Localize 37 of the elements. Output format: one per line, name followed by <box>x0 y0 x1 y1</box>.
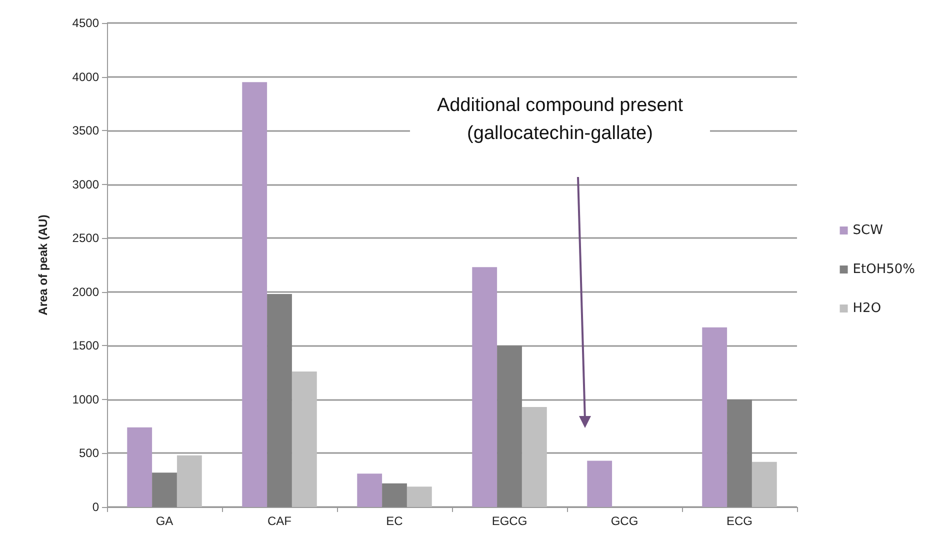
y-tick-label: 4500 <box>72 16 100 30</box>
x-tick-label: EC <box>386 514 404 528</box>
y-tick-label: 0 <box>92 500 100 514</box>
x-tick-label: EGCG <box>492 514 528 528</box>
bar <box>267 294 292 507</box>
legend-label: SCW <box>852 223 884 238</box>
annotation: Additional compound present (gallocatechin-gallate) <box>436 95 684 144</box>
bar <box>382 483 407 507</box>
y-tick-label: 3500 <box>72 124 100 138</box>
legend-label: H2O <box>852 301 882 316</box>
bar <box>522 406 547 507</box>
legend-label: EtOH50% <box>852 262 916 277</box>
bar <box>702 327 728 507</box>
bar <box>242 82 268 507</box>
bar <box>472 267 498 507</box>
x-tick-label: GA <box>156 514 174 528</box>
bar <box>292 371 317 507</box>
bar <box>752 462 777 507</box>
y-tick-label: 2000 <box>72 284 100 299</box>
bar <box>406 486 432 507</box>
bar <box>127 427 152 507</box>
y-tick-label: 2500 <box>72 231 100 246</box>
y-tick-label: 1000 <box>72 392 100 406</box>
bar <box>357 474 382 507</box>
x-tick-label: GCG <box>610 514 638 528</box>
bar <box>497 346 522 507</box>
x-tick-label: CAF <box>268 514 292 528</box>
y-tick-label: 500 <box>78 446 100 460</box>
bar <box>152 472 177 507</box>
x-tick-label: ECG <box>726 514 753 528</box>
y-axis-title: Area of peak (AU) <box>36 214 50 316</box>
y-tick-label: 4000 <box>72 70 100 84</box>
y-tick-label: 1500 <box>72 338 100 353</box>
y-tick-label: 3000 <box>72 177 100 192</box>
bar <box>587 460 612 507</box>
bar <box>727 399 752 507</box>
bar <box>176 455 202 507</box>
